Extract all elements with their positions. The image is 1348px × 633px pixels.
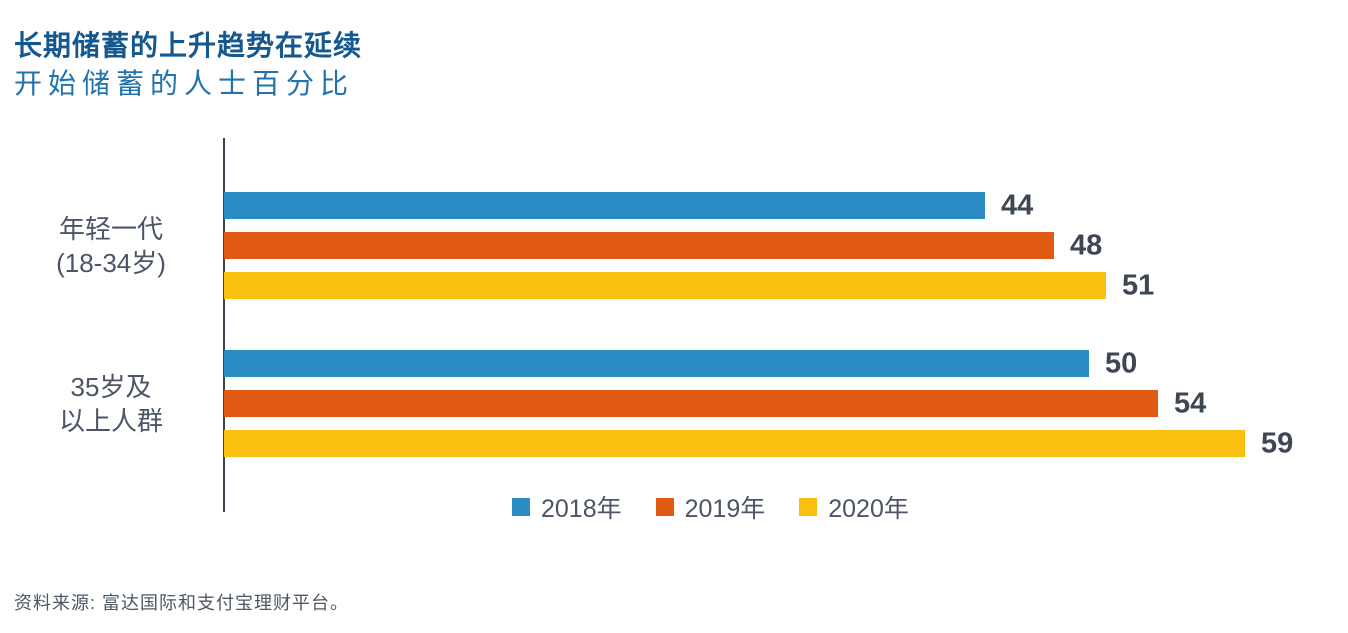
category-label-line: (18-34岁) [56, 247, 166, 278]
legend-item: 2018年 [512, 489, 622, 525]
value-label: 44 [1001, 189, 1034, 221]
legend-label: 2019年 [684, 495, 766, 523]
category-group: 年轻一代 (18-34岁) 44 48 51 [0, 189, 1348, 301]
value-label: 50 [1105, 347, 1138, 379]
category-label-line: 以上人群 [58, 405, 163, 436]
bar-2019年 [224, 390, 1158, 417]
value-label: 54 [1174, 387, 1207, 419]
bar-2018年 [224, 350, 1089, 377]
legend: 2018年 2019年 2020年 [512, 489, 909, 525]
category-label: 35岁及 以上人群 [0, 370, 222, 438]
legend-swatch-icon [655, 498, 674, 516]
legend-label: 2020年 [828, 495, 909, 523]
value-label: 51 [1122, 269, 1155, 301]
value-label: 48 [1070, 229, 1103, 261]
bar-2019年 [224, 232, 1054, 259]
source-note: 资料来源: 富达国际和支付宝理财平台。 [14, 593, 350, 613]
bar-2020年 [224, 430, 1245, 457]
bar-chart: 年轻一代 (18-34岁) 44 48 51 35岁及 以上人群 50 54 59 [0, 138, 1348, 518]
legend-swatch-icon [799, 498, 818, 516]
value-label: 59 [1261, 427, 1294, 459]
bar-2018年 [224, 192, 985, 219]
category-label: 年轻一代 (18-34岁) [0, 212, 222, 280]
y-axis-line [223, 138, 225, 512]
category-label-line: 35岁及 [70, 371, 152, 402]
category-group: 35岁及 以上人群 50 54 59 [0, 347, 1348, 459]
legend-item: 2019年 [655, 489, 766, 525]
legend-item: 2020年 [799, 489, 909, 525]
legend-swatch-icon [512, 498, 530, 516]
chart-subtitle: 开始储蓄的人士百分比 [14, 68, 355, 99]
category-label-line: 年轻一代 [58, 213, 163, 244]
chart-title: 长期储蓄的上升趋势在延续 [14, 30, 363, 61]
legend-label: 2018年 [541, 495, 622, 523]
bar-2020年 [224, 272, 1106, 299]
